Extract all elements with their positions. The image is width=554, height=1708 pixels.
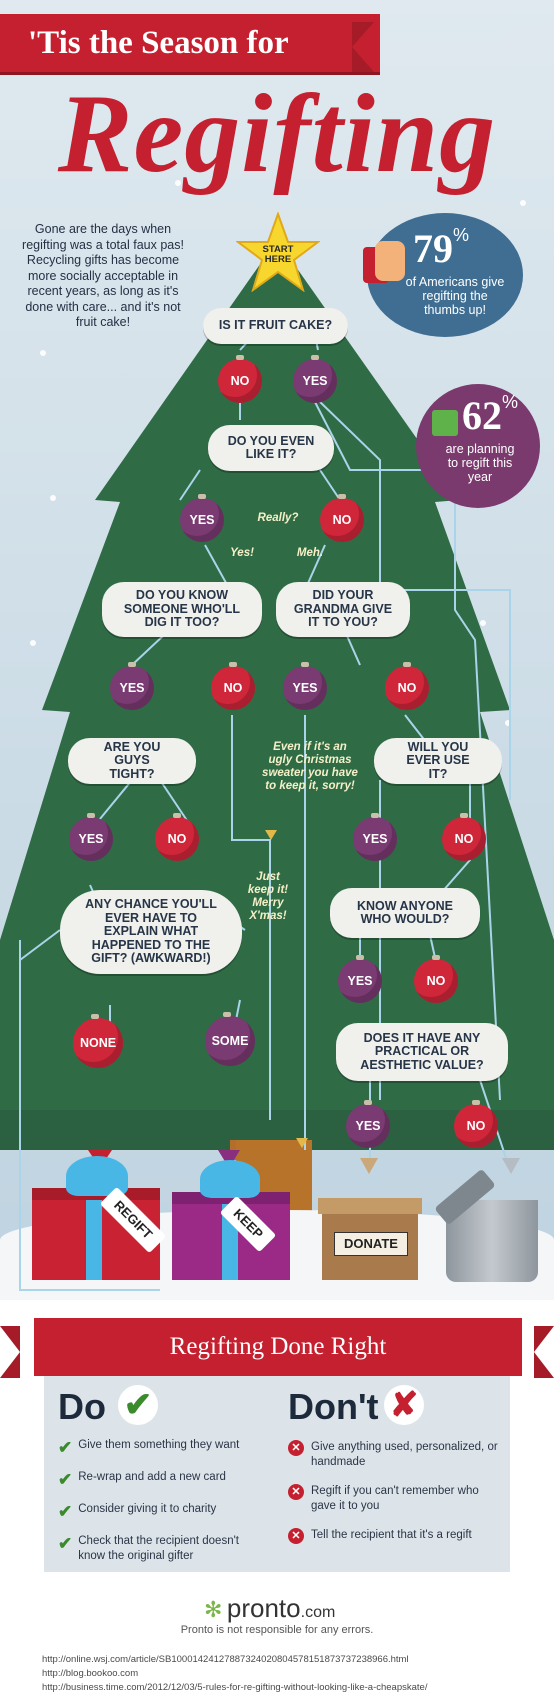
- stat-79-value: 79: [413, 226, 453, 271]
- x-icon: ✕: [288, 1484, 304, 1500]
- brand-tld: .com: [300, 1604, 336, 1621]
- question-fruitcake: IS IT FRUIT CAKE?: [203, 308, 348, 344]
- do-item-text: Check that the recipient doesn't know th…: [78, 1535, 239, 1562]
- page-title: Regifting: [57, 72, 497, 196]
- answer-fruitcake-yes: YES: [293, 355, 337, 403]
- keep-bow-icon: [200, 1160, 260, 1198]
- answer-tight-no: NO: [155, 813, 199, 861]
- dont-item-text: Regift if you can't remember who gave it…: [311, 1485, 479, 1512]
- snowflake: [480, 620, 486, 626]
- brand-name: pronto: [226, 1593, 301, 1623]
- do-item: ✔ Check that the recipient doesn't know …: [58, 1534, 268, 1564]
- disclaimer: Pronto is not responsible for any errors…: [180, 1624, 374, 1636]
- logo-leaf-icon: ✻: [204, 1597, 223, 1622]
- stat-62-text: are planning to regift this year: [445, 442, 515, 484]
- pronto-logo: ✻ pronto.com: [204, 1593, 335, 1624]
- do-title: Do: [58, 1386, 106, 1427]
- answer-chance-some: SOME: [205, 1012, 255, 1066]
- check-icon: ✔: [58, 1534, 73, 1553]
- answer-like-no: NO: [320, 494, 364, 542]
- answer-know-yes: YES: [110, 662, 154, 710]
- stat-79-text: of Americans give regifting the thumbs u…: [405, 275, 505, 317]
- note-really: Really?: [257, 512, 299, 524]
- source-link[interactable]: http://business.time.com/2012/12/03/5-ru…: [42, 1682, 428, 1693]
- banner-ribbon-tail: [352, 22, 374, 72]
- check-icon: ✔: [58, 1438, 73, 1457]
- answer-like-yes: YES: [180, 494, 224, 542]
- question-like: DO YOU EVEN LIKE IT?: [208, 425, 334, 471]
- question-value: DOES IT HAVE ANY PRACTICAL OR AESTHETIC …: [336, 1023, 508, 1081]
- do-item: ✔ Consider giving it to charity: [58, 1502, 268, 1522]
- snowflake: [50, 495, 56, 501]
- question-know-someone: DO YOU KNOW SOMEONE WHO'LL DIG IT TOO?: [102, 582, 262, 637]
- question-use: WILL YOU EVER USE IT?: [374, 738, 502, 784]
- star-icon: [236, 212, 320, 292]
- do-item-text: Give them something they want: [78, 1439, 240, 1451]
- do-item-text: Re-wrap and add a new card: [78, 1471, 226, 1483]
- do-item-text: Consider giving it to charity: [78, 1503, 217, 1515]
- stat-79-pct: %: [453, 225, 470, 245]
- check-icon: ✔: [58, 1470, 73, 1489]
- answer-use-no: NO: [442, 813, 486, 861]
- answer-know-no: NO: [211, 662, 255, 710]
- answer-tight-yes: YES: [69, 813, 113, 861]
- answer-value-no: NO: [454, 1100, 498, 1148]
- do-check-icon: ✔: [118, 1385, 158, 1425]
- stat-62-pct: %: [502, 392, 519, 412]
- do-item: ✔ Re-wrap and add a new card: [58, 1470, 268, 1490]
- banner-tail-left: [0, 1326, 20, 1378]
- snowflake: [30, 640, 36, 646]
- answer-anyone-yes: YES: [338, 955, 382, 1003]
- snowflake: [175, 180, 181, 186]
- recycle-gift-icon: [432, 410, 458, 436]
- x-icon: ✕: [288, 1440, 304, 1456]
- question-tight: ARE YOU GUYS TIGHT?: [68, 738, 196, 784]
- tips-banner: Regifting Done Right: [34, 1318, 522, 1376]
- do-list: ✔ Give them something they want ✔ Re-wra…: [58, 1438, 268, 1564]
- snowflake: [520, 200, 526, 206]
- answer-use-yes: YES: [353, 813, 397, 861]
- dont-x-icon: ✘: [384, 1385, 424, 1425]
- note-keep-it: Just keep it! Merry X'mas!: [247, 871, 289, 922]
- check-icon: ✔: [58, 1502, 73, 1521]
- answer-grandma-yes: YES: [283, 662, 327, 710]
- dont-item: ✕ Regift if you can't remember who gave …: [288, 1484, 498, 1514]
- dont-item-text: Tell the recipient that it's a regift: [311, 1529, 472, 1541]
- do-item: ✔ Give them something they want: [58, 1438, 268, 1458]
- x-icon: ✕: [288, 1528, 304, 1544]
- stat-62-circle: 62% are planning to regift this year: [416, 384, 540, 508]
- source-link[interactable]: http://blog.bookoo.com: [42, 1668, 139, 1679]
- answer-anyone-no: NO: [414, 955, 458, 1003]
- snowflake: [40, 350, 46, 356]
- answer-fruitcake-no: NO: [218, 355, 262, 403]
- stat-79-circle: 79% of Americans give regifting the thum…: [363, 213, 523, 337]
- note-meh: Meh.: [296, 547, 324, 559]
- question-anyone: KNOW ANYONE WHO WOULD?: [330, 888, 480, 938]
- source-link[interactable]: http://online.wsj.com/article/SB10001424…: [42, 1654, 409, 1665]
- intro-text: Gone are the days when regifting was a t…: [22, 222, 184, 329]
- note-yes: Yes!: [230, 547, 254, 559]
- season-banner: 'Tis the Season for: [0, 14, 380, 72]
- dont-item: ✕ Tell the recipient that it's a regift: [288, 1528, 498, 1544]
- donate-label: DONATE: [334, 1232, 408, 1256]
- answer-value-yes: YES: [346, 1100, 390, 1148]
- banner-tail-right: [534, 1326, 554, 1378]
- start-label: START HERE: [262, 244, 294, 265]
- stat-62-value: 62: [462, 393, 502, 438]
- answer-chance-none: NONE: [73, 1014, 123, 1068]
- thumbs-up-icon: [375, 241, 405, 281]
- dont-item: ✕ Give anything used, personalized, or h…: [288, 1440, 498, 1470]
- question-grandma: DID YOUR GRANDMA GIVE IT TO YOU?: [276, 582, 410, 637]
- dont-title: Don't: [288, 1386, 379, 1427]
- dont-item-text: Give anything used, personalized, or han…: [311, 1441, 498, 1468]
- dont-list: ✕ Give anything used, personalized, or h…: [288, 1440, 498, 1544]
- note-grandma: Even if it's an ugly Christmas sweater y…: [262, 741, 358, 792]
- answer-grandma-no: NO: [385, 662, 429, 710]
- question-chance: ANY CHANCE YOU'LL EVER HAVE TO EXPLAIN W…: [60, 890, 242, 974]
- snowflake: [505, 720, 511, 726]
